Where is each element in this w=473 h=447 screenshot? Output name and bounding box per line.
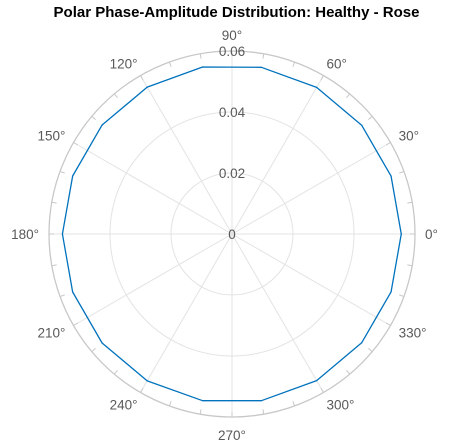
outer-tick-mark-230 xyxy=(113,370,118,375)
outer-tick-mark-150 xyxy=(73,142,79,146)
angular-tick-label: 150° xyxy=(37,129,65,144)
outer-tick-mark-130 xyxy=(113,93,118,98)
chart-title: Polar Phase-Amplitude Distribution: Heal… xyxy=(53,4,420,21)
series-point xyxy=(201,66,204,68)
outer-tick-mark-210 xyxy=(73,322,79,326)
angular-grid-line-2 xyxy=(231,75,324,235)
radial-tick-label: 0.02 xyxy=(219,166,245,181)
series-point xyxy=(400,233,402,235)
outer-tick-mark-240 xyxy=(140,387,144,393)
outer-tick-mark-170 xyxy=(51,201,57,204)
outer-tick-mark-350 xyxy=(407,264,413,267)
series-point xyxy=(361,342,363,344)
outer-tick-mark-330 xyxy=(385,322,391,326)
series-point xyxy=(316,379,318,382)
angular-grid-line-10 xyxy=(231,233,324,393)
outer-tick-mark-340 xyxy=(399,294,405,298)
polar-grid xyxy=(49,51,415,417)
series-point xyxy=(390,291,392,293)
radial-tick-label: 0.06 xyxy=(219,44,245,59)
angular-tick-label: 120° xyxy=(110,56,138,71)
angular-grid-line-5 xyxy=(73,142,233,235)
outer-tick-mark-70 xyxy=(292,61,296,67)
outer-tick-mark-160 xyxy=(59,170,65,174)
series-point xyxy=(146,86,148,88)
angular-grid-line-7 xyxy=(73,233,233,326)
outer-tick-mark-30 xyxy=(385,142,391,146)
outer-tick-mark-280 xyxy=(262,409,265,415)
angular-tick-label: 240° xyxy=(110,398,138,413)
angular-tick-labels: 0° 30° 60° 90° 120° 150° 180° 210° 240° 270° 300° 3… xyxy=(11,28,438,443)
series-point xyxy=(146,380,148,382)
series-point xyxy=(72,175,74,177)
outer-tick-mark-40 xyxy=(368,115,373,120)
angular-tick-label: 180° xyxy=(11,227,39,242)
angular-grid-line-1 xyxy=(231,142,391,235)
outer-tick-mark-320 xyxy=(368,348,373,353)
outer-tick-mark-80 xyxy=(262,53,265,59)
outer-tick-mark-100 xyxy=(199,53,202,59)
radial-tick-label: 0.04 xyxy=(219,105,246,120)
angular-tick-label: 0° xyxy=(425,227,438,242)
angular-tick-label: 210° xyxy=(37,326,65,341)
outer-tick-mark-50 xyxy=(346,93,351,98)
angular-tick-label: 90° xyxy=(222,28,242,43)
angular-grid-line-8 xyxy=(140,233,233,393)
outer-tick-mark-190 xyxy=(51,264,57,267)
series-point xyxy=(72,291,74,293)
angular-grid-line-4 xyxy=(140,75,233,235)
outer-tick-mark-260 xyxy=(199,409,202,415)
outer-tick-mark-20 xyxy=(399,170,405,174)
series-point xyxy=(202,400,204,402)
radial-tick-label: 0 xyxy=(228,227,236,242)
angular-tick-label: 300° xyxy=(327,398,355,413)
angular-tick-label: 330° xyxy=(399,326,427,341)
outer-tick-mark-60 xyxy=(320,75,324,81)
series-point xyxy=(316,86,318,89)
radial-tick-labels: 0 0.02 0.04 0.06 xyxy=(219,44,246,242)
series-point xyxy=(260,400,262,402)
angular-tick-label: 60° xyxy=(327,56,347,71)
outer-tick-mark-220 xyxy=(91,348,96,353)
outer-tick-mark-200 xyxy=(59,294,65,298)
angular-grid-line-11 xyxy=(231,233,391,326)
series-point xyxy=(361,124,363,126)
outer-tick-mark-310 xyxy=(346,370,351,375)
series-point xyxy=(390,175,392,177)
series-point xyxy=(101,342,103,344)
outer-tick-mark-300 xyxy=(320,387,324,393)
outer-tick-mark-140 xyxy=(91,115,96,120)
outer-tick-mark-110 xyxy=(168,61,172,67)
series-layer xyxy=(61,66,402,402)
series-point xyxy=(101,124,103,126)
angular-tick-label: 270° xyxy=(218,428,246,443)
outer-tick-mark-120 xyxy=(140,75,144,81)
series-point xyxy=(260,66,262,68)
polar-axis xyxy=(48,50,416,418)
outer-tick-mark-290 xyxy=(292,401,296,407)
series-point xyxy=(61,233,64,235)
outer-tick-mark-250 xyxy=(168,401,172,407)
angular-tick-label: 30° xyxy=(399,129,419,144)
outer-tick-mark-10 xyxy=(407,201,413,204)
